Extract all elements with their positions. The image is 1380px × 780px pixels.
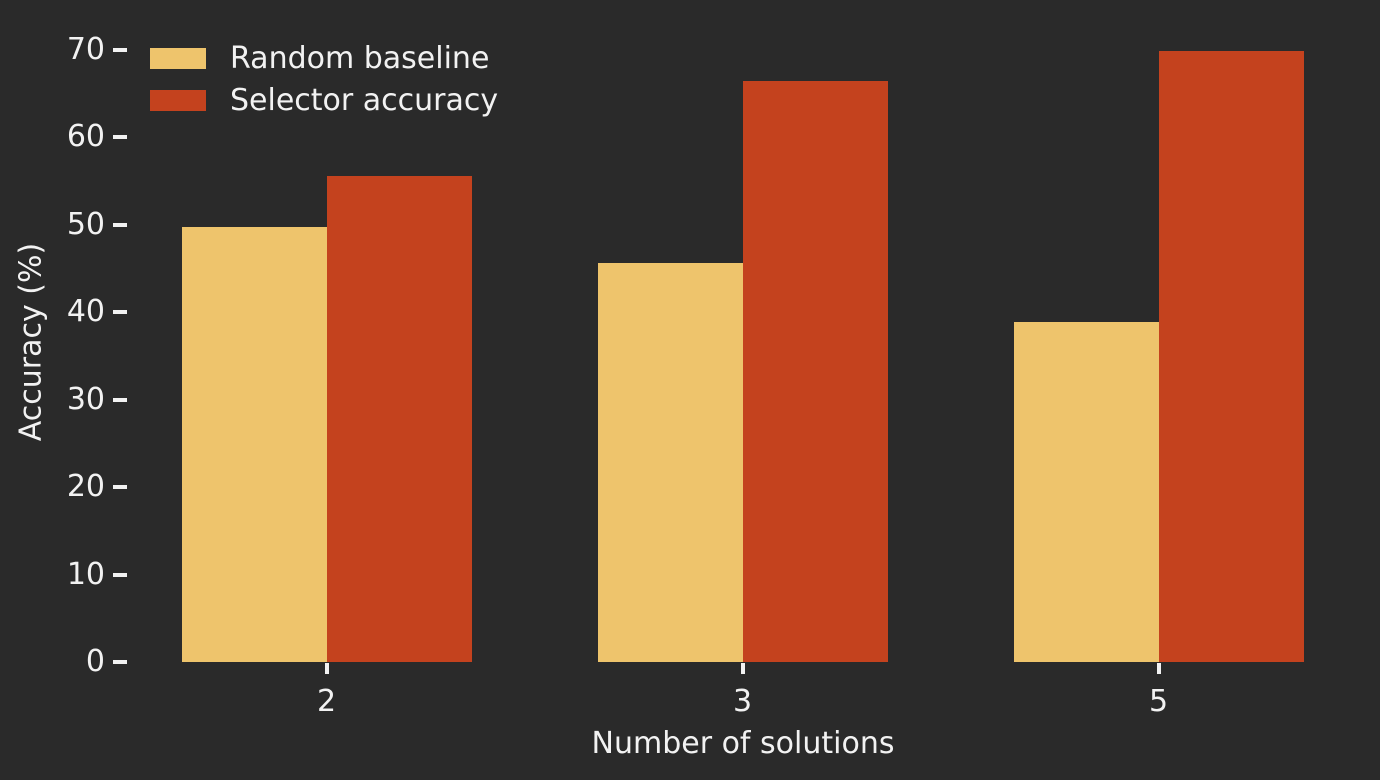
y-tick-mark-50 bbox=[113, 222, 127, 227]
x-tick-label-5: 5 bbox=[1148, 684, 1169, 719]
bar-selector-accuracy-cat-3 bbox=[742, 81, 888, 662]
y-tick-label-40: 40 bbox=[66, 294, 105, 329]
y-tick-mark-10 bbox=[113, 572, 127, 577]
x-tick-mark-3 bbox=[740, 663, 745, 674]
legend: Random baseline Selector accuracy bbox=[150, 37, 498, 121]
x-tick-label-2: 2 bbox=[316, 684, 337, 719]
y-tick-label-0: 0 bbox=[85, 644, 105, 679]
y-tick-label-10: 10 bbox=[66, 556, 105, 592]
bar-selector-accuracy-cat-5 bbox=[1158, 51, 1304, 662]
y-tick-label-30: 30 bbox=[66, 381, 105, 417]
y-tick-label-60: 60 bbox=[66, 119, 105, 154]
x-tick-mark-5 bbox=[1156, 663, 1161, 674]
x-tick-mark-2 bbox=[324, 663, 329, 674]
y-tick-label-70: 70 bbox=[66, 31, 105, 67]
legend-item-selector-accuracy: Selector accuracy bbox=[150, 79, 498, 121]
bar-selector-accuracy-cat-2 bbox=[326, 176, 472, 662]
x-axis-label: Number of solutions bbox=[591, 726, 895, 761]
legend-swatch-selector-accuracy bbox=[150, 89, 206, 111]
legend-swatch-random-baseline bbox=[150, 47, 206, 69]
legend-item-random-baseline: Random baseline bbox=[150, 37, 498, 79]
bar-random-baseline-cat-3 bbox=[597, 263, 743, 662]
legend-label-selector-accuracy: Selector accuracy bbox=[230, 82, 499, 118]
y-tick-label-50: 50 bbox=[66, 206, 105, 242]
y-tick-mark-0 bbox=[113, 660, 127, 664]
y-tick-mark-70 bbox=[113, 47, 127, 52]
y-tick-mark-30 bbox=[113, 397, 127, 402]
x-tick-label-3: 3 bbox=[732, 684, 753, 719]
legend-label-random-baseline: Random baseline bbox=[230, 40, 490, 76]
y-tick-mark-60 bbox=[113, 135, 127, 139]
y-tick-mark-40 bbox=[113, 310, 127, 314]
y-tick-mark-20 bbox=[113, 485, 127, 489]
bar-random-baseline-cat-2 bbox=[181, 227, 327, 662]
y-tick-label-20: 20 bbox=[66, 469, 105, 504]
bar-random-baseline-cat-5 bbox=[1013, 321, 1159, 662]
